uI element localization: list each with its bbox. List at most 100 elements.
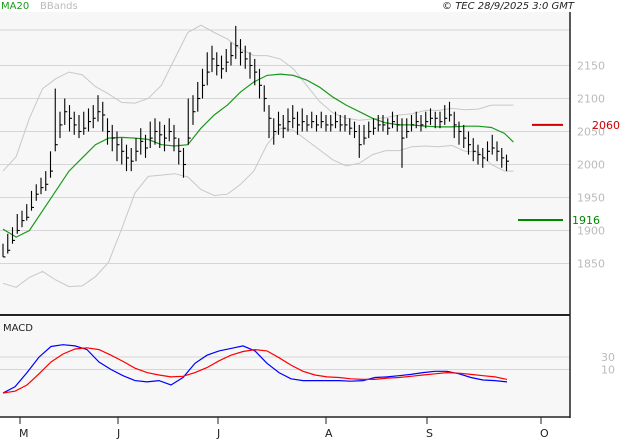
macd-tick-label: 30: [601, 351, 615, 364]
price-bar: [121, 138, 125, 165]
price-bar: [102, 101, 106, 132]
price-bar: [244, 45, 248, 69]
price-bar: [434, 111, 438, 129]
price-gridlines: [0, 29, 570, 264]
price-bar: [225, 49, 229, 73]
ma20-line: [2, 73, 514, 238]
price-bar: [501, 148, 505, 168]
price-bar: [482, 148, 486, 168]
price-bar: [429, 108, 433, 125]
price-bar: [349, 118, 353, 135]
price-bar: [477, 144, 481, 165]
price-bar: [377, 115, 381, 132]
support-label: 1916: [572, 214, 600, 227]
price-bar: [235, 25, 239, 59]
x-tick-label: J: [216, 427, 220, 440]
price-bar: [201, 68, 205, 99]
x-tick-label: M: [19, 427, 29, 440]
legend-ma20: MA20: [1, 1, 29, 12]
macd-line: [2, 344, 508, 394]
macd-title: MACD: [3, 323, 33, 334]
price-bar: [467, 131, 471, 155]
price-bar: [149, 121, 153, 148]
price-bar: [334, 111, 338, 129]
price-bar: [311, 111, 315, 129]
price-bar: [491, 134, 495, 155]
price-bar: [220, 55, 224, 79]
price-bar: [439, 111, 443, 129]
bbands-upper-line: [2, 24, 514, 172]
x-tick-label: J: [116, 427, 120, 440]
price-bar: [178, 138, 182, 165]
price-bar: [372, 118, 376, 135]
price-bar: [505, 154, 509, 172]
resistance-label: 2060: [592, 119, 620, 132]
price-bar: [49, 151, 53, 178]
price-bar: [268, 105, 272, 139]
price-bar: [78, 115, 82, 139]
price-bar: [306, 115, 310, 132]
macd-panel-background: [0, 317, 570, 416]
price-bar: [173, 124, 177, 152]
price-bar: [197, 82, 201, 112]
legend-bbands: BBands: [40, 1, 78, 12]
price-bar: [192, 95, 196, 125]
price-tick-label: 2000: [577, 159, 605, 172]
price-bar: [73, 111, 77, 135]
price-bar: [301, 108, 305, 132]
price-bar: [344, 115, 348, 132]
price-bar: [135, 138, 139, 162]
price-bar: [106, 118, 110, 145]
price-bar: [353, 121, 357, 139]
price-bar: [59, 111, 63, 139]
macd-lines: [2, 344, 508, 394]
price-bar: [206, 52, 210, 86]
x-tick-label: S: [426, 427, 433, 440]
price-bar: [448, 101, 452, 122]
price-bar: [125, 144, 129, 172]
price-bar: [420, 115, 424, 132]
price-bar: [472, 138, 476, 162]
price-bar: [116, 131, 120, 162]
price-bar: [339, 115, 343, 132]
price-bar: [182, 148, 186, 178]
price-bar: [320, 111, 324, 129]
price-tick-label: 1850: [577, 258, 605, 271]
price-tick-label: 2100: [577, 93, 605, 106]
price-bar: [410, 115, 414, 132]
price-y-axis: 1850 1900 1950 2000 2050 2100 2150: [577, 60, 605, 271]
price-bar: [35, 184, 39, 201]
price-bar: [486, 141, 490, 162]
price-bar: [163, 124, 167, 152]
price-bar: [187, 98, 191, 145]
x-tick-label: A: [325, 427, 333, 440]
price-bar: [363, 124, 367, 145]
copyright-text: © TEC 28/9/2025 3:0 GMT: [442, 1, 575, 12]
price-bar: [263, 85, 267, 112]
price-bar: [368, 121, 372, 139]
price-bar: [496, 141, 500, 162]
price-bar: [30, 190, 34, 211]
price-bar: [453, 111, 457, 139]
price-bar: [144, 134, 148, 158]
price-bar: [11, 227, 15, 244]
price-bar: [97, 95, 101, 122]
price-bar: [159, 121, 163, 148]
price-bar: [168, 118, 172, 142]
price-bar: [26, 204, 30, 221]
price-bar: [254, 58, 258, 86]
price-tick-label: 1950: [577, 192, 605, 205]
price-bar: [21, 210, 25, 228]
header-strip: [0, 0, 570, 12]
x-tick-label: O: [540, 427, 549, 440]
bbands-lower-line: [2, 127, 514, 288]
price-bar: [396, 115, 400, 132]
price-bar: [83, 111, 87, 135]
price-bar: [325, 115, 329, 132]
price-bar: [277, 111, 281, 135]
price-bar: [111, 124, 115, 152]
price-bar: [358, 124, 362, 158]
price-bar: [87, 108, 91, 132]
price-bar: [273, 118, 277, 145]
price-bar: [282, 115, 286, 139]
